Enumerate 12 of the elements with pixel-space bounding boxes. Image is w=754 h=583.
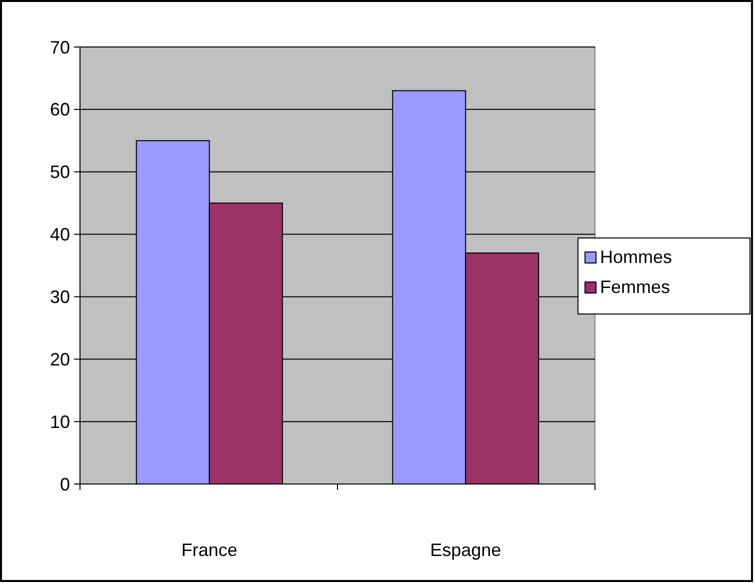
y-tick-label: 40 [50, 224, 70, 245]
y-tick-label: 0 [60, 474, 70, 494]
legend-label: Hommes [600, 247, 672, 267]
legend-label: Femmes [600, 277, 670, 297]
y-tick-label: 70 [50, 37, 70, 58]
y-tick-label: 10 [50, 412, 70, 432]
x-tick-label: Espagne [430, 540, 502, 560]
y-tick-label: 30 [50, 287, 70, 308]
y-tick-label: 50 [50, 162, 70, 182]
x-tick-label: France [181, 540, 238, 560]
y-tick-label: 60 [50, 100, 70, 120]
y-tick-label: 20 [50, 349, 70, 370]
